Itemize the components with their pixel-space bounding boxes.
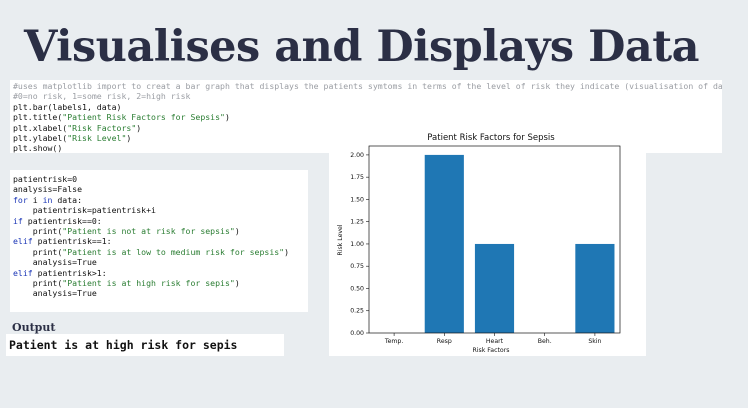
code-line: analysis=False bbox=[10, 184, 308, 194]
y-tick-label: 1.75 bbox=[350, 174, 364, 181]
code-token: patientrisk>1: bbox=[32, 267, 107, 278]
code-token: #uses matplotlib import to creat a bar g… bbox=[13, 81, 722, 91]
y-tick-label: 1.50 bbox=[350, 196, 364, 203]
code-token: #0=no risk, 1=some risk, 2=high risk bbox=[13, 91, 191, 102]
bar-chart-panel: Patient Risk Factors for Sepsis Risk Fac… bbox=[329, 123, 646, 356]
code-token: for bbox=[13, 194, 28, 205]
code-token: "Patient is not at risk for sepsis" bbox=[62, 226, 235, 237]
code-token: "Patient is at high risk for sepis" bbox=[62, 278, 235, 289]
code-block-risk-analysis: patientrisk=0 analysis=False for i in data… bbox=[10, 170, 308, 312]
code-line: plt.ylabel("Risk Level") bbox=[10, 133, 722, 143]
bar-heart bbox=[474, 243, 515, 333]
code-token: ) bbox=[234, 226, 240, 237]
y-tick-label: 1.25 bbox=[350, 219, 364, 226]
code-line: patientrisk=patientrisk+i bbox=[10, 205, 308, 215]
code-token: ) bbox=[224, 112, 230, 123]
code-token: print( bbox=[13, 246, 63, 257]
code-token: elif bbox=[13, 267, 33, 278]
code-line: print("Patient is not at risk for sepsis… bbox=[10, 226, 308, 236]
code-token: plt.xlabel( bbox=[13, 122, 68, 133]
code-line: analysis=True bbox=[10, 257, 308, 267]
y-tick-label: 1.00 bbox=[350, 241, 364, 248]
code-token: print( bbox=[13, 278, 63, 289]
code-token: data: bbox=[52, 194, 83, 205]
y-tick-label: 0.00 bbox=[350, 330, 364, 337]
code-token: "Patient is at low to medium risk for se… bbox=[62, 246, 285, 257]
chart-title: Patient Risk Factors for Sepsis bbox=[427, 133, 555, 143]
code-line: plt.bar(labels1, data) bbox=[10, 102, 722, 112]
code-token: analysis=False bbox=[13, 184, 83, 195]
chart-y-axis-label: Risk Level bbox=[337, 224, 344, 255]
bar-skin bbox=[575, 243, 615, 333]
risk-bar-chart: Patient Risk Factors for Sepsis Risk Fac… bbox=[337, 133, 621, 354]
code-line: elif patientrisk==1: bbox=[10, 236, 308, 246]
code-line: patientrisk=0 bbox=[10, 174, 308, 184]
x-tick-label: Temp. bbox=[384, 338, 403, 345]
code-token: patientrisk=patientrisk+i bbox=[13, 205, 156, 216]
code-line: if patientrisk==0: bbox=[10, 216, 308, 226]
code-token: in bbox=[42, 194, 53, 205]
output-label: Output bbox=[12, 321, 56, 334]
chart-x-axis-label: Risk Factors bbox=[473, 347, 510, 354]
code-line: analysis=True bbox=[10, 288, 308, 298]
y-tick-label: 2.00 bbox=[350, 152, 364, 159]
code-line: for i in data: bbox=[10, 195, 308, 205]
code-token: if bbox=[13, 215, 23, 226]
bar-resp bbox=[424, 154, 464, 333]
plot-area: Temp. Resp Heart Beh. Skin 0.00 0.25 0.50 0.75 1.… bbox=[350, 145, 621, 345]
code-token: patientrisk==1: bbox=[32, 236, 112, 247]
code-token: "Patient Risk Factors for Sepsis" bbox=[62, 112, 225, 123]
code-token: analysis=True bbox=[13, 257, 97, 268]
code-line: #0=no risk, 1=some risk, 2=high risk bbox=[10, 91, 722, 101]
x-tick-label: Beh. bbox=[538, 338, 552, 345]
x-tick-label: Skin bbox=[588, 338, 601, 345]
code-token: i bbox=[27, 194, 43, 205]
code-token: ) bbox=[234, 278, 240, 289]
code-token: "Risk Level" bbox=[67, 133, 127, 144]
code-line: #uses matplotlib import to creat a bar g… bbox=[10, 81, 722, 91]
y-tick-label: 0.25 bbox=[350, 308, 364, 315]
plot-frame bbox=[368, 145, 621, 334]
code-line: print("Patient is at high risk for sepis… bbox=[10, 278, 308, 288]
code-token: patientrisk=0 bbox=[13, 174, 78, 184]
x-tick-label: Heart bbox=[486, 338, 504, 345]
code-token: print( bbox=[13, 226, 63, 237]
x-tick-label: Resp bbox=[437, 338, 452, 345]
code-token: ) bbox=[284, 246, 290, 257]
code-token: plt.bar(labels1, data) bbox=[13, 101, 122, 112]
code-token: plt.ylabel( bbox=[13, 133, 68, 144]
code-token: ) bbox=[126, 133, 132, 144]
code-line: print("Patient is at low to medium risk … bbox=[10, 247, 308, 257]
code-line: elif patientrisk>1: bbox=[10, 268, 308, 278]
code-line: plt.title("Patient Risk Factors for Seps… bbox=[10, 112, 722, 122]
code-token: "Risk Factors" bbox=[67, 122, 137, 133]
code-token: plt.show() bbox=[13, 143, 63, 153]
slide-title: Visualises and Displays Data bbox=[24, 22, 700, 72]
code-token: patientrisk==0: bbox=[22, 215, 102, 226]
y-tick-label: 0.50 bbox=[350, 285, 364, 292]
code-token: plt.title( bbox=[13, 112, 63, 123]
output-text: Patient is at high risk for sepis bbox=[6, 334, 284, 356]
code-line: plt.xlabel("Risk Factors") bbox=[10, 123, 722, 133]
code-token: ) bbox=[136, 122, 142, 133]
code-token: analysis=True bbox=[13, 288, 97, 299]
code-token: elif bbox=[13, 236, 33, 247]
code-line: plt.show() bbox=[10, 143, 722, 153]
y-tick-label: 0.75 bbox=[350, 263, 364, 270]
